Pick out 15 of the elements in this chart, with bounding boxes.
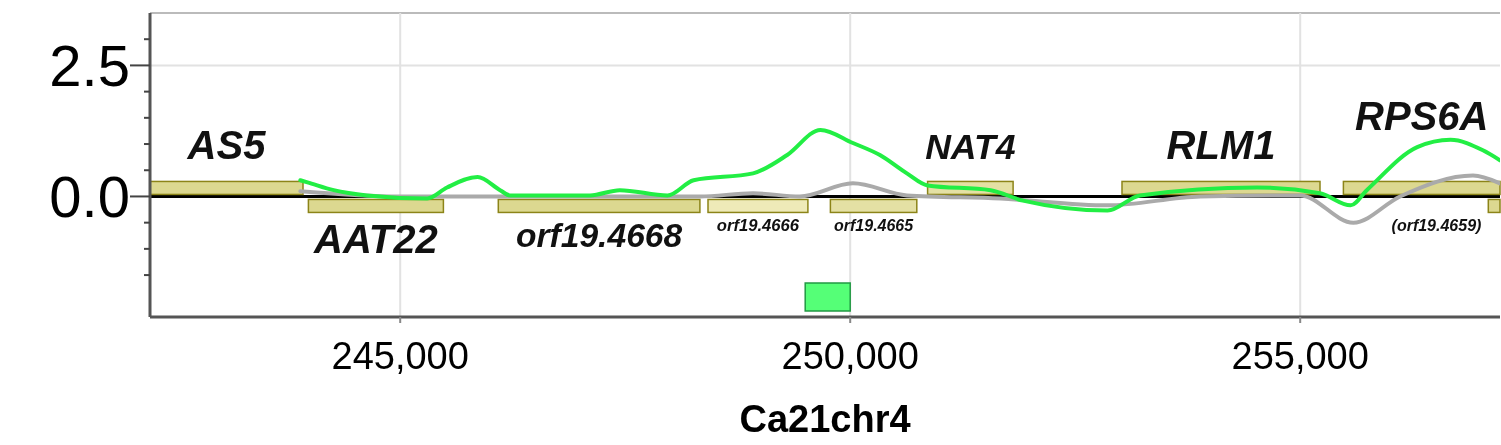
band-label: orf19.4668 — [516, 217, 683, 255]
band-label: orf19.4666 — [716, 216, 800, 236]
band-label: RLM1 — [1166, 123, 1276, 168]
x-tick-label: 250,000 — [781, 335, 919, 377]
band-label: AS5 — [186, 123, 267, 168]
y-tick-label: 2.5 — [49, 32, 130, 98]
band-label: (orf19.4659) — [1391, 216, 1482, 234]
band-label: RPS6A — [1355, 93, 1489, 138]
x-tick-label: 245,000 — [331, 335, 469, 377]
band-label: NAT4 — [925, 127, 1016, 168]
y-tick-label: 0.0 — [49, 163, 130, 229]
band-label: AAT22 — [313, 217, 438, 262]
x-axis-title: Ca21chr4 — [739, 398, 911, 440]
band-label: orf19.4665 — [834, 216, 915, 234]
x-tick-label: 255,000 — [1231, 335, 1369, 377]
